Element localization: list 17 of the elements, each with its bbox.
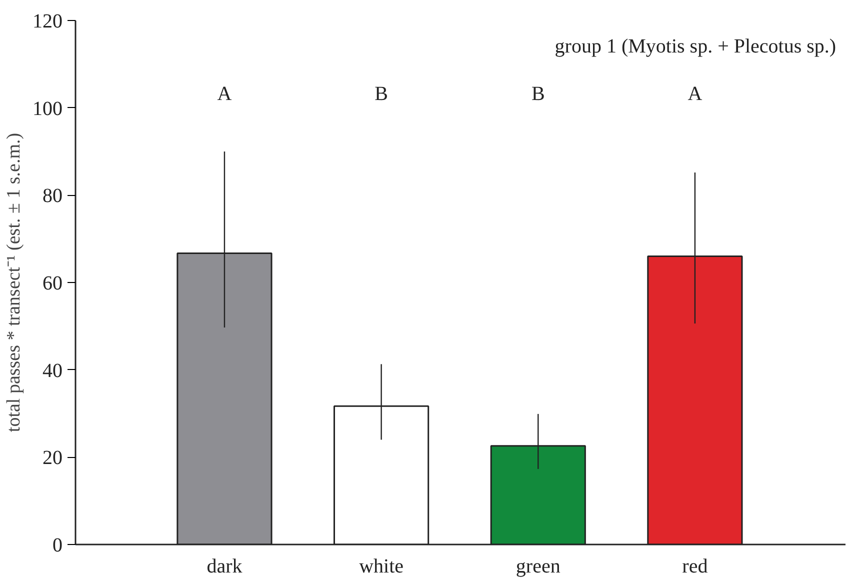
x-tick-label: white <box>359 556 404 578</box>
x-tick-label: red <box>682 556 708 578</box>
y-axis-title: total passes * transect⁻¹ (est. ± 1 s.e.m.) <box>4 132 24 432</box>
y-tick-label: 40 <box>42 360 62 382</box>
x-tick-label: dark <box>206 556 242 578</box>
annotation: A <box>688 82 703 105</box>
y-tick-label: 120 <box>32 10 62 32</box>
y-tick-label: 100 <box>32 98 62 120</box>
y-tick-label: 60 <box>42 272 62 294</box>
x-tick-label: green <box>516 556 560 578</box>
annotation: B <box>531 82 545 105</box>
y-tick-label: 0 <box>52 534 62 556</box>
annotation: B <box>374 82 388 105</box>
annotation: A <box>217 82 232 105</box>
annotation: group 1 (Myotis sp. + Plecotus sp.) <box>554 36 836 58</box>
y-tick-label: 20 <box>42 447 62 470</box>
y-tick-label: 80 <box>42 185 62 208</box>
